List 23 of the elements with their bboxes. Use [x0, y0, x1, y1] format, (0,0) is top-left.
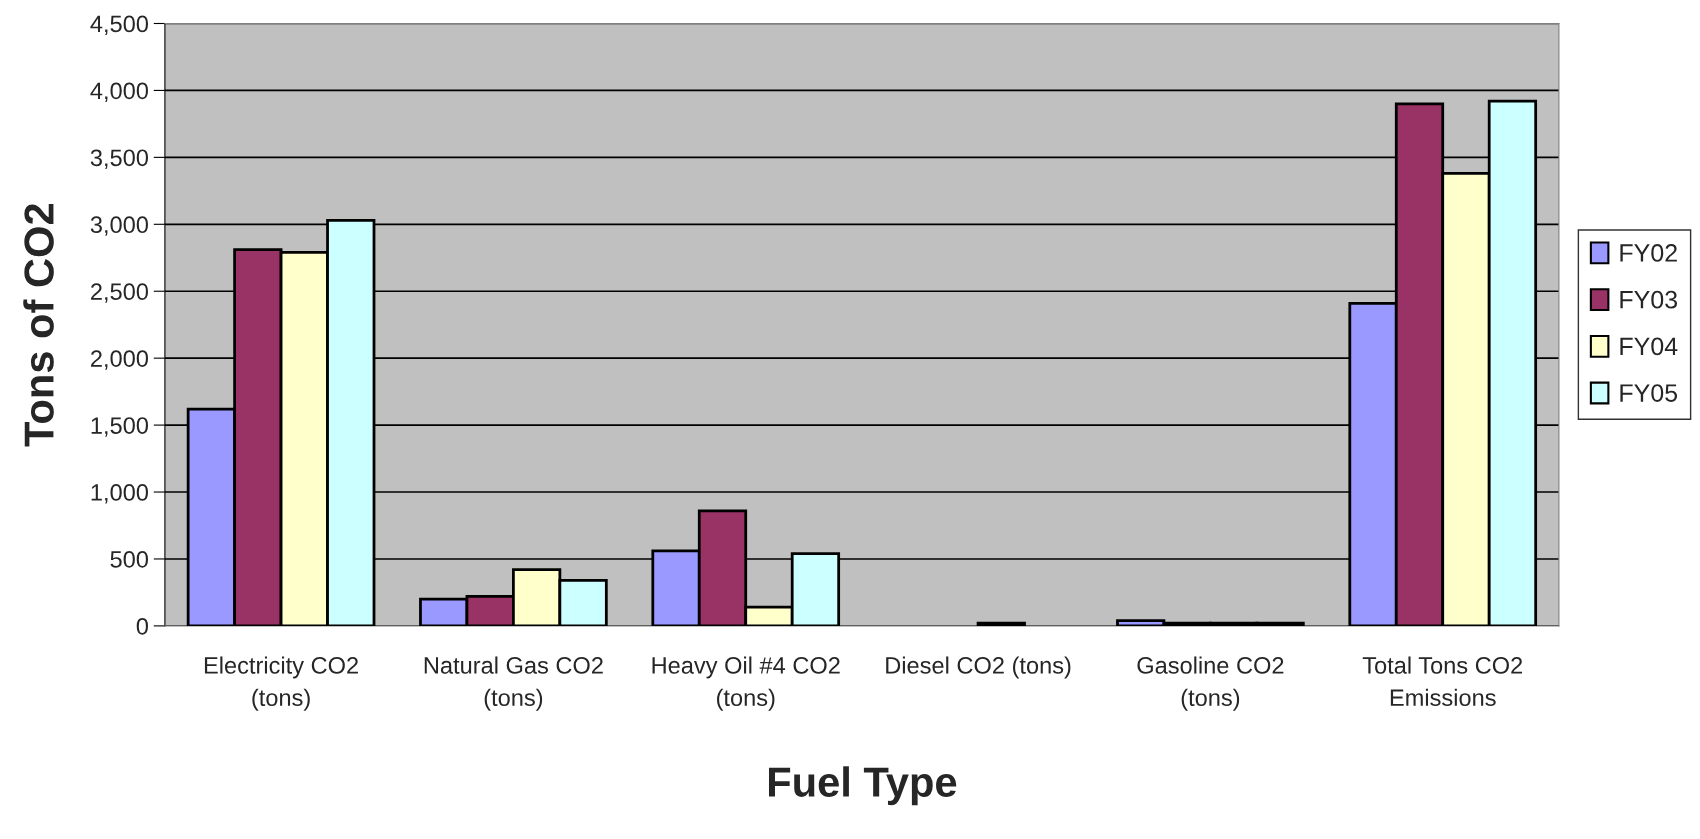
x-tick-label: Electricity CO2 (tons): [204, 656, 358, 711]
y-tick-label: 2,000: [91, 350, 149, 370]
y-tick-label: 500: [110, 551, 149, 568]
y-tick-label: 3,500: [90, 149, 149, 169]
x-tick-label: Natural Gas CO2 (tons): [424, 656, 603, 711]
y-tick-label: 0: [136, 617, 149, 635]
y-tick-label: 4,500: [90, 15, 149, 36]
y-tick-label: 1,500: [91, 417, 149, 437]
legend-label: FY03: [1620, 290, 1678, 309]
x-tick-label: Gasoline CO2 (tons): [1137, 656, 1284, 711]
y-tick-label: 4,000: [90, 82, 149, 102]
y-tick-label: 2,500: [91, 283, 149, 303]
x-tick-label: Total Tons CO2 Emissions: [1362, 656, 1523, 707]
bar: [976, 621, 1026, 626]
x-axis-title: Fuel Type: [768, 766, 957, 806]
legend-label: FY04: [1620, 337, 1678, 356]
y-axis-title: Tons of CO2: [23, 204, 54, 447]
x-tick-label: Diesel CO2 (tons): [886, 656, 1071, 679]
y-tick-label: 3,000: [90, 216, 149, 236]
y-tick-label: 1,000: [91, 484, 149, 504]
legend-label: FY05: [1620, 384, 1678, 402]
x-tick-label: Heavy Oil #4 CO2 (tons): [652, 656, 840, 711]
legend-label: FY02: [1620, 244, 1677, 262]
